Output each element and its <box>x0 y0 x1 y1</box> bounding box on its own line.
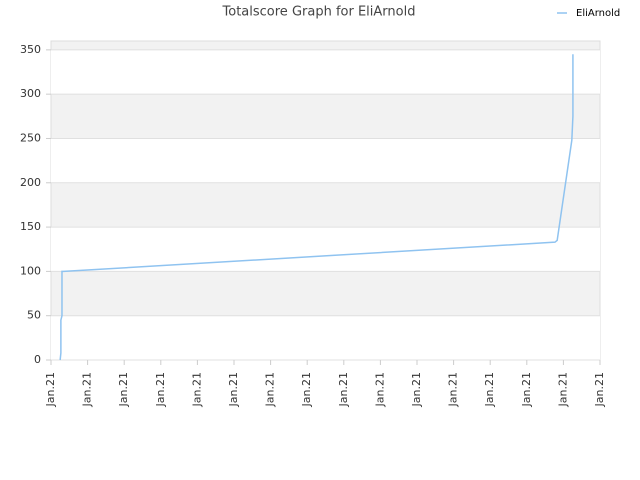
x-tick-label: Jan.21 <box>556 372 569 407</box>
x-tick-label: Jan.21 <box>300 372 313 407</box>
x-tick-label: Jan.21 <box>593 372 606 407</box>
x-tick-label: Jan.21 <box>410 372 423 407</box>
x-tick-label: Jan.21 <box>227 372 240 407</box>
x-tick-label: Jan.21 <box>154 372 167 407</box>
band <box>51 49 600 95</box>
y-tick-label: 200 <box>20 176 41 189</box>
x-tick-label: Jan.21 <box>337 372 350 407</box>
line <box>59 54 574 361</box>
y-tick-label: 150 <box>20 220 41 233</box>
x-tick-label: Jan.21 <box>447 372 460 407</box>
y-tick-label: 50 <box>27 309 41 322</box>
x-tick-label: Jan.21 <box>483 372 496 407</box>
chart-title: Totalscore Graph for EliArnold <box>222 5 416 20</box>
y-tick-label: 350 <box>20 43 41 56</box>
band <box>51 227 600 272</box>
x-tick-label: Jan.21 <box>264 372 277 407</box>
y-tick-label: 300 <box>20 87 41 100</box>
x-tick-label: Jan.21 <box>373 372 386 407</box>
x-tick-label: Jan.21 <box>81 372 94 407</box>
y-tick-label: 100 <box>20 264 41 277</box>
x-tick-label: Jan.21 <box>117 372 130 407</box>
x-tick-label: Jan.21 <box>44 372 57 407</box>
legend-label: EliArnold <box>576 8 620 19</box>
x-tick-label: Jan.21 <box>520 372 533 407</box>
y-tick-label: 0 <box>34 353 41 366</box>
band <box>51 138 600 183</box>
x-tick-label: Jan.21 <box>190 372 203 407</box>
band <box>51 315 600 360</box>
y-tick-label: 250 <box>20 131 41 144</box>
